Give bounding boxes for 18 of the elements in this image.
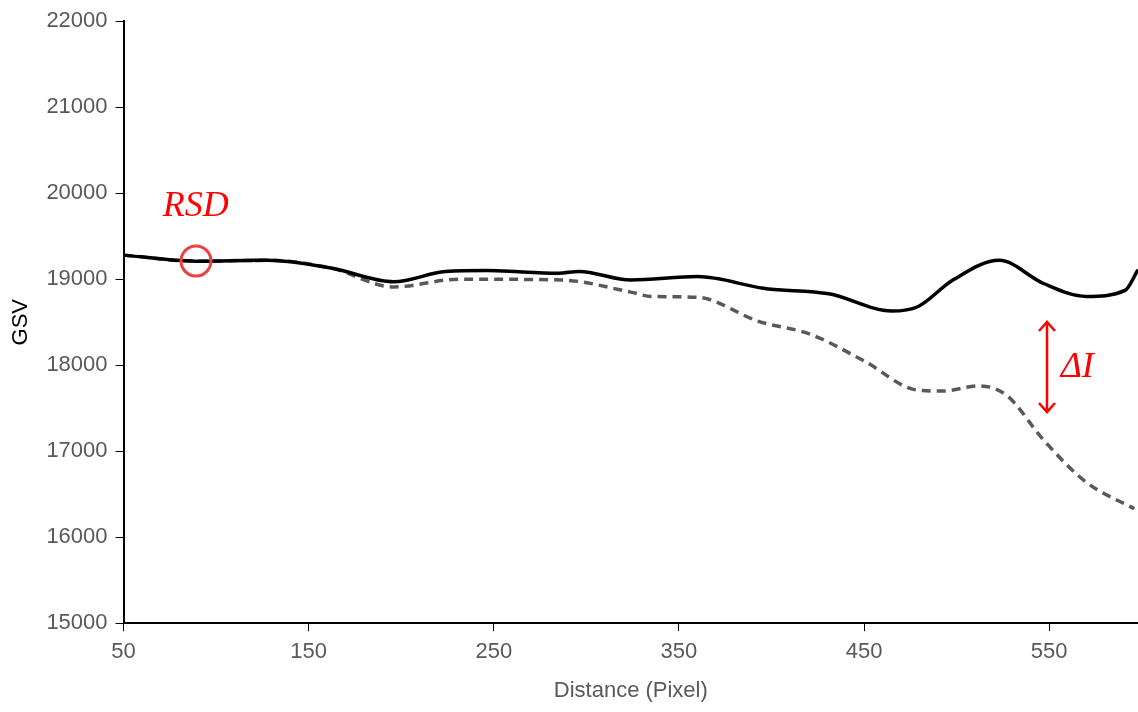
x-tick-label: 50: [111, 638, 136, 664]
y-axis-title: GSV: [7, 298, 33, 346]
y-tick-label: 21000: [46, 93, 108, 119]
y-tick-label: 20000: [46, 179, 108, 205]
y-tick-label: 17000: [46, 437, 108, 463]
annotation: ΔI: [1058, 344, 1096, 385]
x-tick-label: 250: [475, 638, 513, 664]
y-tick-label: 22000: [46, 7, 108, 33]
x-tick-label: 150: [290, 638, 328, 664]
x-tick-label: 350: [660, 638, 698, 664]
y-tick-label: 15000: [46, 609, 108, 635]
y-tick-label: 16000: [46, 523, 108, 549]
x-tick-label: 550: [1030, 638, 1068, 664]
x-tick-label: 450: [845, 638, 883, 664]
y-tick-label: 19000: [46, 265, 108, 291]
x-axis-title: Distance (Pixel): [553, 676, 708, 702]
y-tick-label: 18000: [46, 351, 108, 377]
annotation: RSD: [161, 183, 229, 224]
